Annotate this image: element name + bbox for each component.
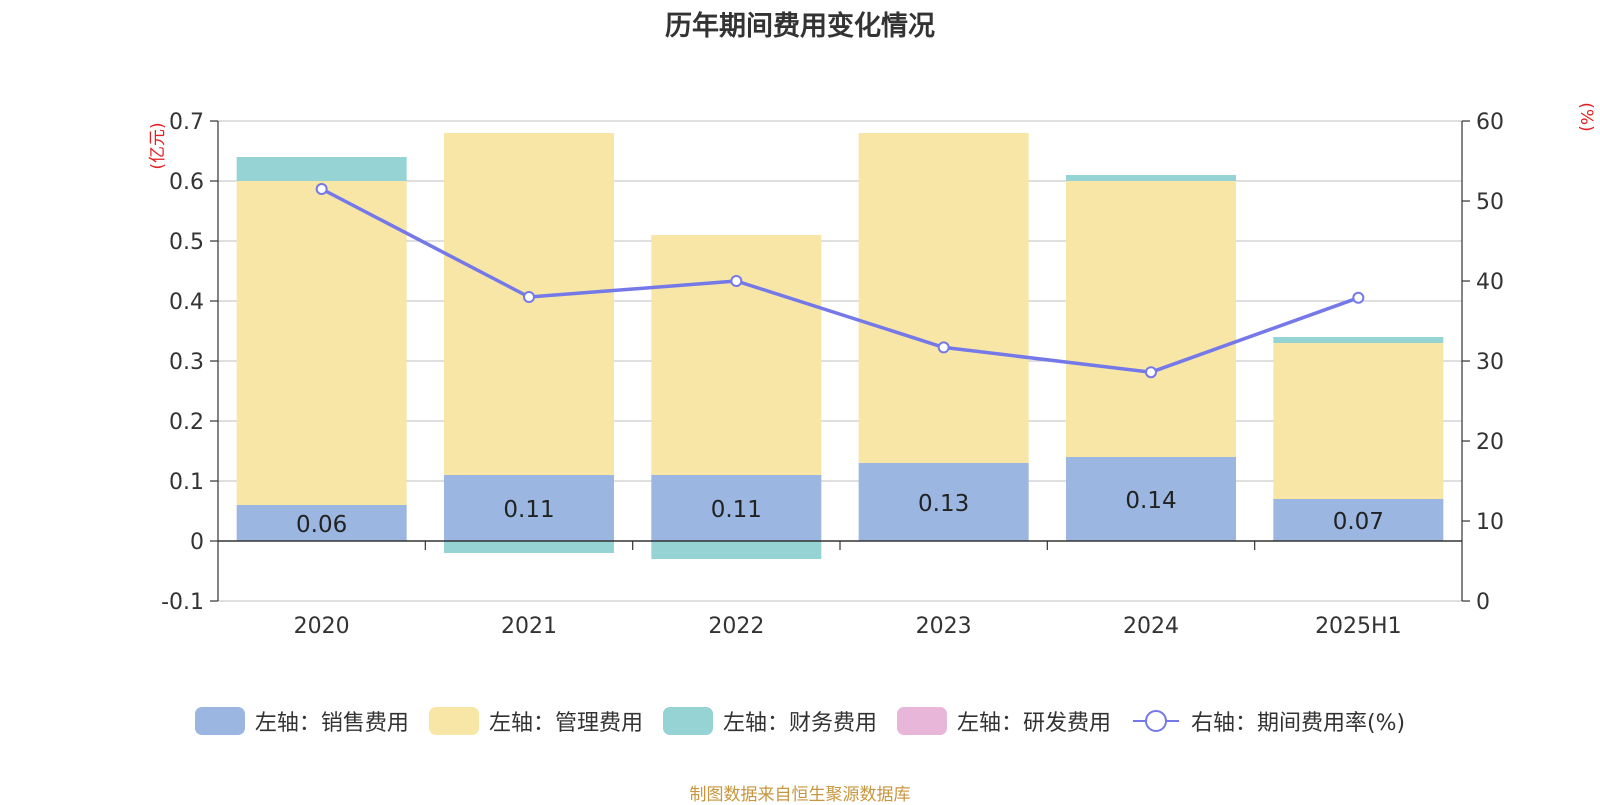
- legend-line-marker-icon: [1131, 707, 1181, 735]
- category-label: 2021: [501, 614, 557, 639]
- bar-segment: [1066, 175, 1236, 181]
- bar-segment: [1066, 457, 1236, 541]
- legend-label: 左轴：管理费用: [488, 711, 643, 736]
- legend-swatch: [428, 707, 479, 735]
- line-layer: [315, 183, 1365, 379]
- right-axis-unit: (%): [1576, 102, 1596, 131]
- rate-point: [1352, 291, 1365, 304]
- bar-segment: [651, 541, 822, 559]
- label-layer: 0.06 0.11 0.11 0.13 0.14 0.07: [296, 488, 1384, 538]
- legend-label: 左轴：财务费用: [722, 711, 877, 736]
- category-label: 2022: [708, 614, 764, 639]
- grid-layer: [218, 120, 1462, 602]
- bar-data-label: 0.13: [918, 491, 969, 517]
- right-tick-label: 30: [1476, 350, 1504, 375]
- legend-item[interactable]: 左轴：销售费用: [194, 705, 409, 737]
- source-note: 制图数据来自恒生聚源数据库: [689, 785, 911, 805]
- legend-label: 左轴：销售费用: [254, 711, 409, 736]
- left-axis-unit: (亿元): [148, 122, 168, 169]
- bar-segment: [236, 157, 407, 181]
- category-label: 2020: [294, 614, 350, 639]
- bar-segment: [1066, 181, 1236, 457]
- rate-point: [315, 183, 328, 195]
- bar-segment: [1273, 499, 1444, 541]
- left-tick-label: 0.6: [169, 170, 204, 195]
- rate-point: [730, 275, 743, 287]
- right-tick-label: 50: [1476, 190, 1504, 215]
- legend: 左轴：销售费用 左轴：管理费用 左轴：财务费用 左轴：研发费用 右轴：期间费用率(%): [0, 705, 1600, 737]
- category-label: 2025H1: [1315, 614, 1402, 639]
- left-tick-label: 0.5: [169, 230, 204, 255]
- left-tick-label: 0.3: [169, 350, 204, 375]
- bar-segment: [858, 463, 1029, 541]
- legend-item[interactable]: 左轴：财务费用: [662, 705, 877, 737]
- bar-data-label: 0.11: [503, 497, 554, 523]
- right-tick-label: 10: [1476, 510, 1504, 535]
- legend-swatch: [194, 707, 245, 735]
- left-tick-label: 0.1: [169, 470, 204, 495]
- right-tick-label: 20: [1476, 430, 1504, 455]
- legend-label: 右轴：期间费用率(%): [1190, 711, 1406, 736]
- axis-layer: -0.1 0 0.1 0.2 0.3 0.4 0.5 0.6 0.7 0 10 20 30 40 50 60 2…: [148, 102, 1596, 639]
- bar-segment: [444, 541, 614, 553]
- bar-data-label: 0.11: [711, 497, 762, 523]
- bar-segment: [444, 133, 614, 475]
- left-tick-label: 0: [190, 530, 204, 555]
- left-tick-label: 0.7: [169, 110, 204, 135]
- bar-segment: [1273, 343, 1444, 499]
- legend-item[interactable]: 右轴：期间费用率(%): [1131, 705, 1405, 737]
- category-label: 2024: [1123, 614, 1179, 639]
- rate-point: [937, 341, 950, 354]
- right-tick-label: 60: [1476, 110, 1504, 135]
- bar-segment: [858, 133, 1029, 463]
- rate-point: [1145, 366, 1157, 379]
- bar-segment: [651, 475, 822, 541]
- legend-label: 左轴：研发费用: [956, 711, 1111, 736]
- bar-layer: [236, 133, 1444, 559]
- bar-data-label: 0.06: [296, 512, 347, 538]
- bar-segment: [1273, 337, 1444, 343]
- rate-point: [523, 291, 535, 303]
- bar-segment: [444, 475, 614, 541]
- chart-svg: -0.1 0 0.1 0.2 0.3 0.4 0.5 0.6 0.7 0 10 20 30 40 50 60 2…: [148, 102, 1596, 639]
- left-tick-label: 0.2: [169, 410, 204, 435]
- left-tick-label: -0.1: [161, 590, 204, 615]
- legend-item[interactable]: 左轴：管理费用: [428, 705, 643, 737]
- legend-item[interactable]: 左轴：研发费用: [896, 705, 1111, 737]
- right-tick-label: 0: [1476, 590, 1490, 615]
- right-tick-label: 40: [1476, 270, 1504, 295]
- bar-data-label: 0.07: [1333, 509, 1384, 535]
- legend-swatch: [896, 707, 947, 735]
- category-label: 2023: [916, 614, 972, 639]
- bar-data-label: 0.14: [1125, 488, 1176, 514]
- left-tick-label: 0.4: [169, 290, 204, 315]
- bar-segment: [236, 181, 407, 505]
- rate-line: [320, 187, 1359, 374]
- chart-title: 历年期间费用变化情况: [665, 11, 935, 42]
- bar-segment: [236, 505, 407, 541]
- bar-segment: [651, 235, 822, 475]
- legend-swatch: [662, 707, 713, 735]
